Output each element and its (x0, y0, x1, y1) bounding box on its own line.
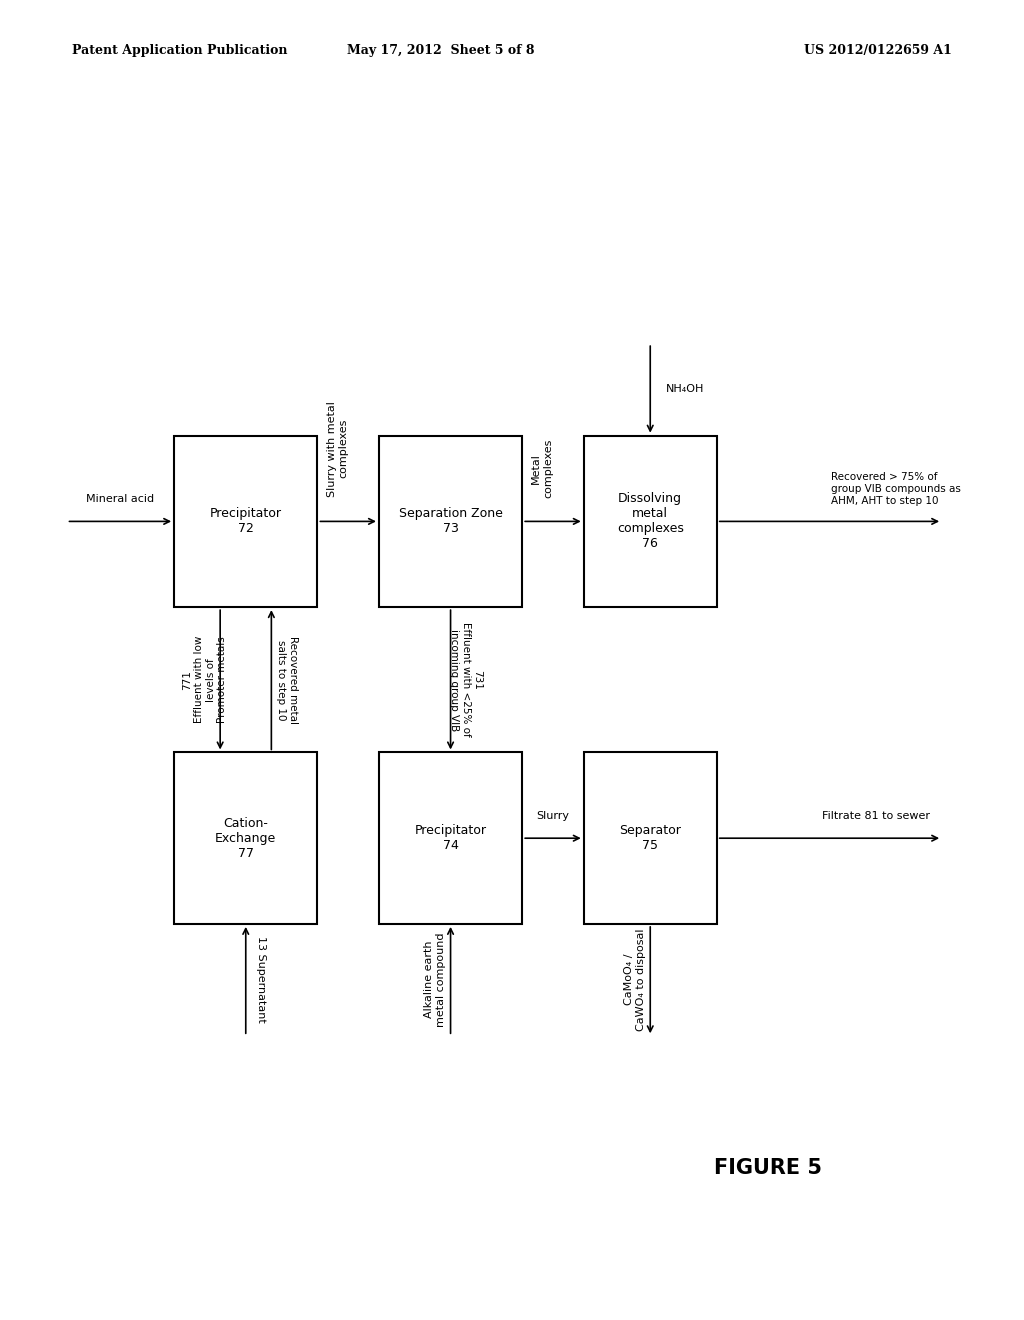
Text: 771
Effluent with low
levels of
Promoter metals: 771 Effluent with low levels of Promoter… (182, 636, 227, 723)
Text: NH₄OH: NH₄OH (666, 384, 703, 395)
Text: Separation Zone
73: Separation Zone 73 (398, 507, 503, 536)
Text: Precipitator
72: Precipitator 72 (210, 507, 282, 536)
Bar (584, 752, 717, 924)
Text: Slurry with metal
complexes: Slurry with metal complexes (327, 401, 348, 496)
Text: 731
Effluent with <25% of
incoming group VIB: 731 Effluent with <25% of incoming group… (450, 623, 482, 737)
Text: Slurry: Slurry (537, 810, 569, 821)
Text: Separator
75: Separator 75 (620, 824, 681, 853)
Text: Precipitator
74: Precipitator 74 (415, 824, 486, 853)
Text: Filtrate 81 to sewer: Filtrate 81 to sewer (821, 810, 930, 821)
Bar (174, 752, 317, 924)
Text: Recovered metal
salts to step 10: Recovered metal salts to step 10 (275, 636, 298, 723)
Text: Cation-
Exchange
77: Cation- Exchange 77 (215, 817, 276, 859)
Text: FIGURE 5: FIGURE 5 (714, 1158, 822, 1179)
Text: May 17, 2012  Sheet 5 of 8: May 17, 2012 Sheet 5 of 8 (346, 44, 535, 57)
Bar (584, 436, 717, 607)
Text: Mineral acid: Mineral acid (86, 494, 154, 504)
Bar (379, 436, 522, 607)
Text: Metal
complexes: Metal complexes (531, 440, 553, 498)
Text: US 2012/0122659 A1: US 2012/0122659 A1 (805, 44, 952, 57)
Text: Patent Application Publication: Patent Application Publication (72, 44, 287, 57)
Bar (174, 436, 317, 607)
Bar (379, 752, 522, 924)
Text: Alkaline earth
metal compound: Alkaline earth metal compound (424, 932, 446, 1027)
Text: Recovered > 75% of
group VIB compounds as
AHM, AHT to step 10: Recovered > 75% of group VIB compounds a… (831, 473, 961, 506)
Text: Dissolving
metal
complexes
76: Dissolving metal complexes 76 (616, 492, 684, 550)
Text: 13 Supernatant: 13 Supernatant (256, 936, 266, 1023)
Text: CaMoO₄ /
CaWO₄ to disposal: CaMoO₄ / CaWO₄ to disposal (624, 928, 646, 1031)
